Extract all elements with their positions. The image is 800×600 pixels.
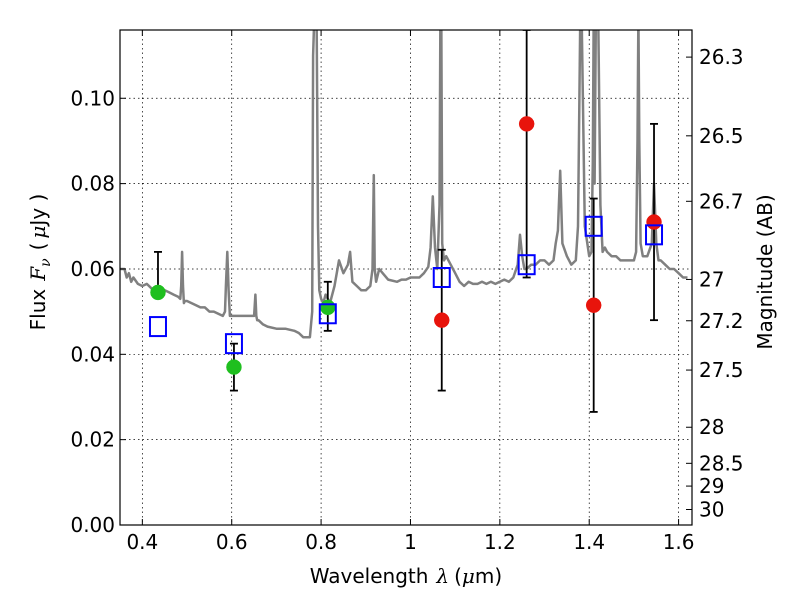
y-axis-unit-mu: μ: [26, 226, 50, 239]
model-photometry-square: [318, 303, 337, 325]
photometry-point: [646, 214, 662, 230]
x-tick-label: 0.8: [305, 530, 337, 554]
y-tick-label: 0.06: [70, 257, 115, 281]
x-tick-label: 1.6: [663, 530, 695, 554]
x-tick-label: 0.6: [216, 530, 248, 554]
y-axis-label-word: Flux: [26, 289, 50, 331]
photometry-point: [434, 312, 450, 328]
x-tick-label: 1.4: [573, 530, 605, 554]
model-photometry-square: [645, 224, 664, 246]
model-photometry-square: [148, 316, 167, 338]
photometry-point: [226, 359, 242, 375]
y2-tick-label: 29: [699, 474, 724, 498]
y-tick-label: 0.04: [70, 342, 115, 366]
y-axis-symbol: F: [26, 266, 50, 282]
y2-tick-label: 28: [699, 415, 724, 439]
axis-ticks: 0.4 0.6 0.8 1 1.2 1.4 1.6 0.00 0.02 0.04 0.06 0.08 0…: [70, 30, 744, 554]
y-axis-unit-open: (: [26, 243, 50, 251]
model-spectrum-line: [120, 30, 688, 339]
y2-tick-label: 30: [699, 498, 724, 522]
photometry-point: [518, 116, 535, 132]
model-photometry-square: [432, 267, 451, 288]
x-axis-unit-rest: m): [475, 564, 502, 588]
x-axis-label: Wavelength λ (μm): [310, 564, 502, 588]
model-photometry-square: [517, 254, 536, 276]
y2-tick-label: 26.3: [699, 45, 744, 69]
x-tick-label: 0.4: [126, 530, 158, 554]
model-photometry-square: [584, 215, 603, 237]
y2-tick-label: 27.2: [699, 309, 744, 333]
x-axis-unit-open: (: [454, 564, 462, 588]
y-axis-label: Flux Fν ( μJy ): [26, 194, 54, 331]
photometry-point: [150, 284, 166, 301]
y-axis-unit-rest: Jy ): [26, 194, 50, 228]
photometry-point: [585, 297, 602, 313]
y-tick-label: 0.02: [70, 428, 115, 452]
x-axis-unit-mu: μ: [462, 564, 475, 588]
y-tick-label: 0.08: [70, 172, 115, 196]
y2-tick-label: 27.5: [699, 358, 744, 382]
x-tick-label: 1: [404, 530, 417, 554]
x-tick-label: 1.2: [484, 530, 516, 554]
y2-tick-label: 27: [699, 267, 724, 291]
plot-frame: [119, 29, 693, 526]
y-axis-subscript: ν: [38, 258, 54, 267]
y2-tick-label: 28.5: [699, 451, 744, 475]
photometry-point: [320, 299, 336, 316]
data-markers: [148, 116, 664, 375]
x-axis-label-word: Wavelength: [310, 564, 429, 588]
y2-tick-label: 26.5: [699, 124, 744, 148]
model-spectrum: [120, 30, 688, 339]
y-tick-label: 0.10: [70, 86, 115, 110]
y2-axis-label: Magnitude (AB): [753, 194, 777, 349]
y-tick-label: 0.00: [70, 513, 115, 537]
y2-tick-label: 26.7: [699, 189, 744, 213]
model-photometry-square: [224, 333, 243, 355]
grid-lines: [120, 30, 692, 526]
x-axis-symbol: λ: [435, 564, 449, 588]
